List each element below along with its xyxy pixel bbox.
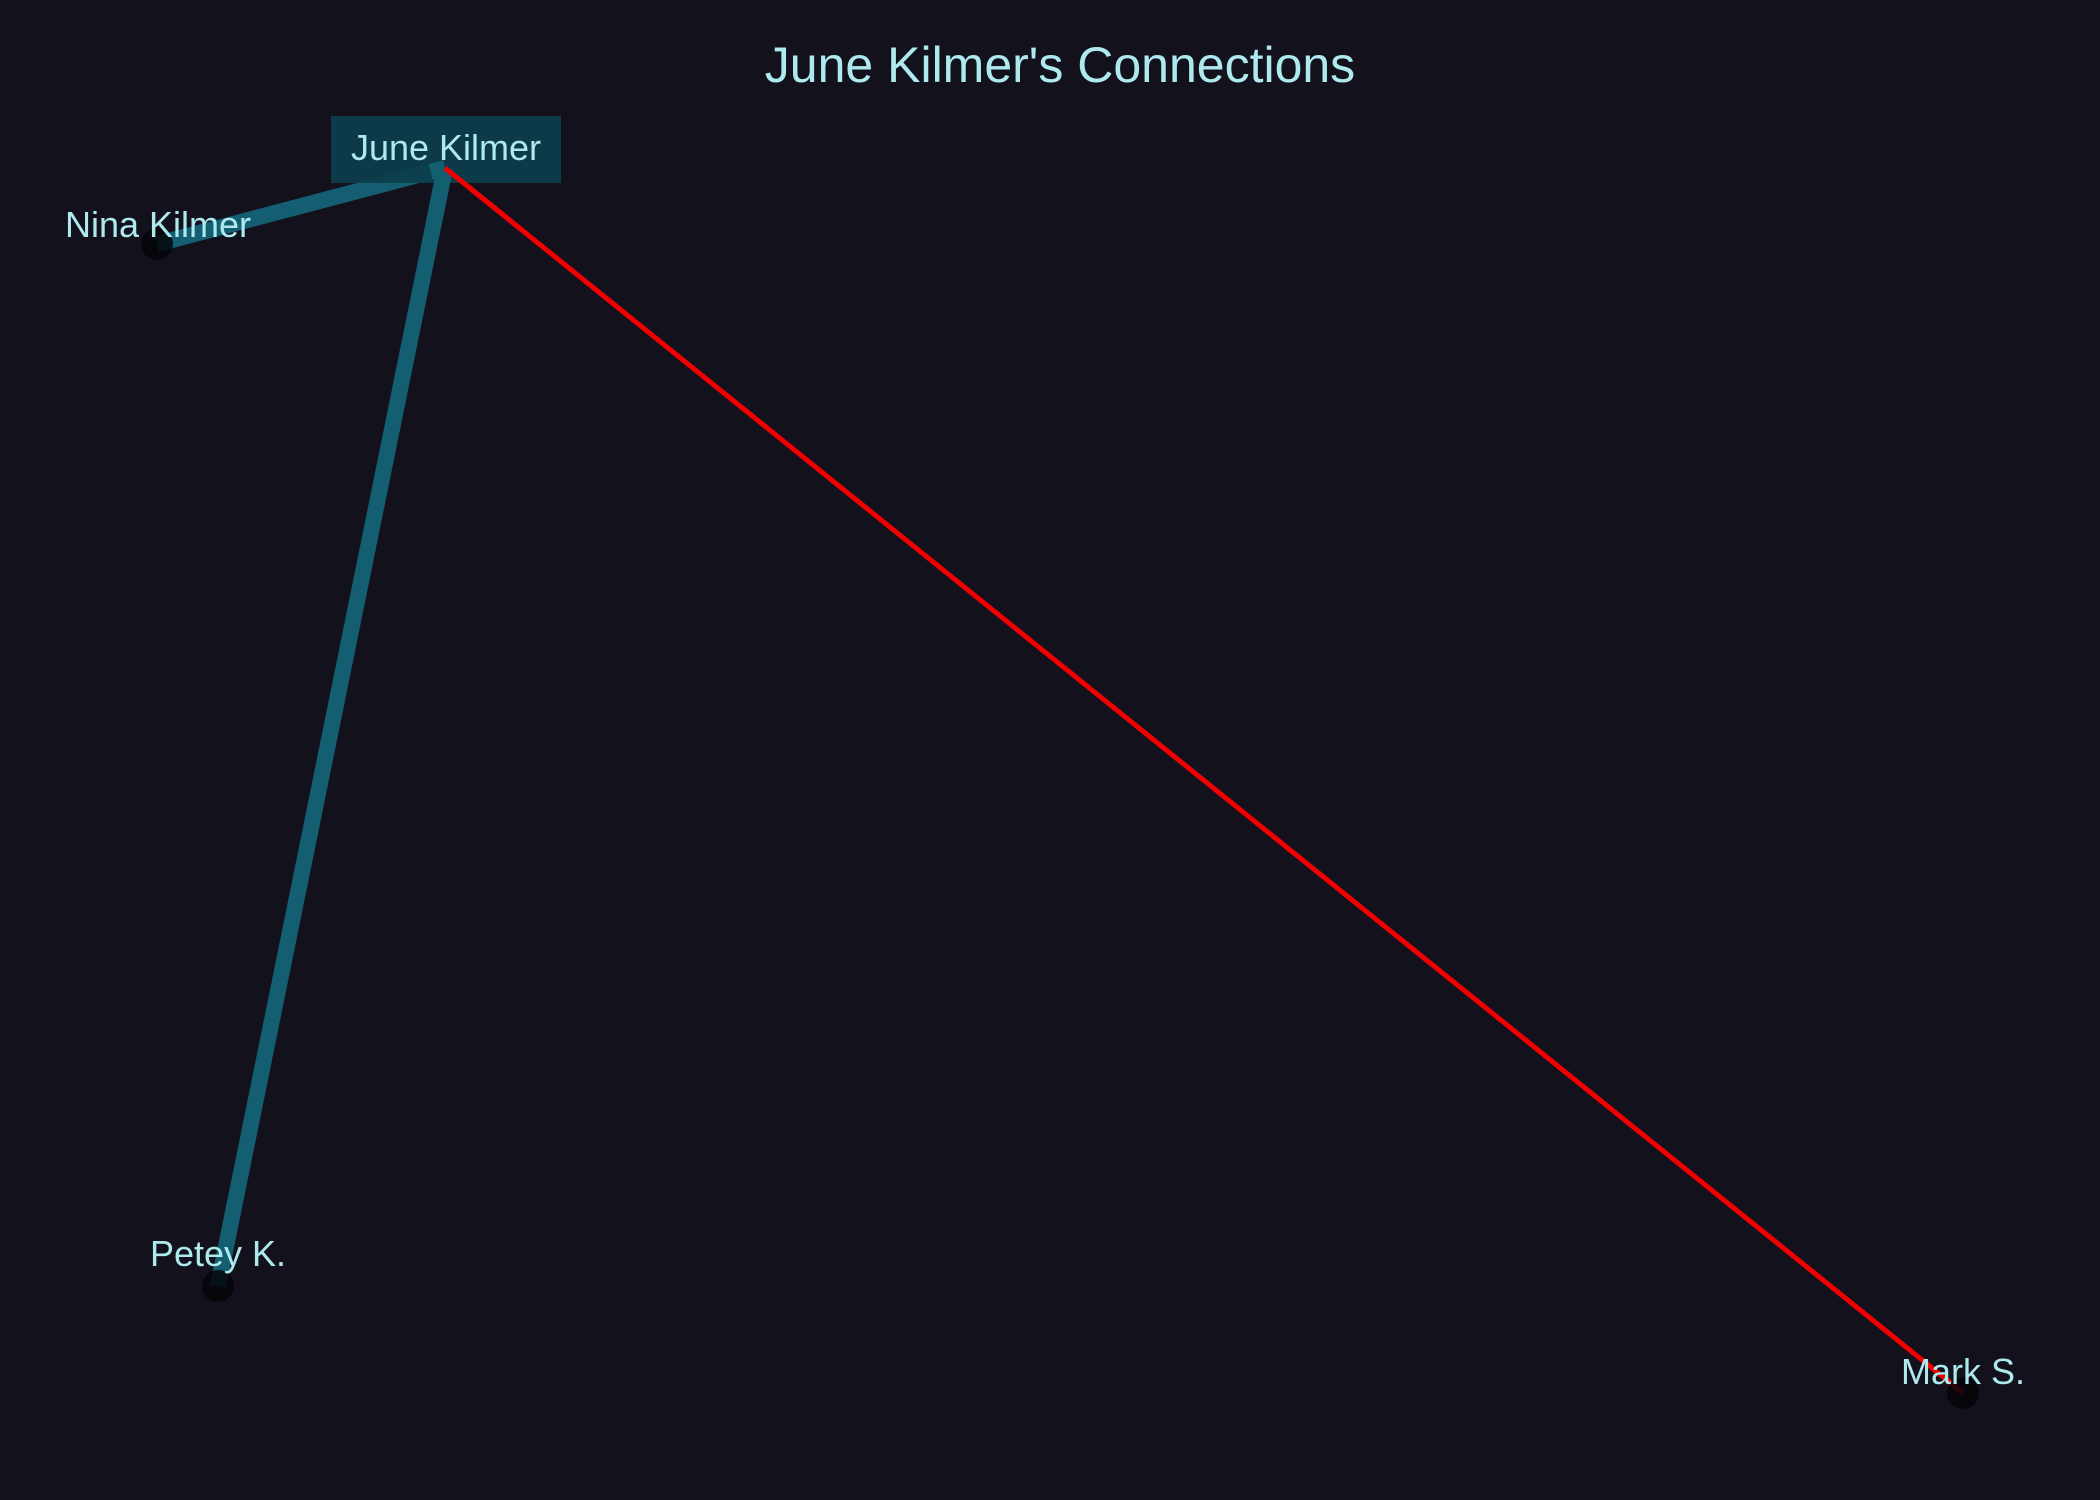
node-petey[interactable]: Petey K. xyxy=(150,1233,286,1302)
graph-title: June Kilmer's Connections xyxy=(764,37,1356,93)
nodes-layer: Nina Kilmer Petey K. Mark S. June Kilmer xyxy=(65,116,2025,1409)
node-label: June Kilmer xyxy=(351,127,541,168)
node-dot xyxy=(1947,1377,1979,1409)
edge-june-petey xyxy=(210,166,453,1288)
edge-june-mark xyxy=(443,166,1965,1395)
edge-overlay-petey xyxy=(425,166,453,226)
node-mark[interactable]: Mark S. xyxy=(1901,1351,2025,1409)
node-dot xyxy=(202,1270,234,1302)
node-label: Mark S. xyxy=(1901,1351,2025,1392)
edge-overlay-mark xyxy=(443,166,523,232)
node-nina[interactable]: Nina Kilmer xyxy=(65,204,251,260)
node-label: Nina Kilmer xyxy=(65,204,251,245)
node-dot xyxy=(141,228,173,260)
edges-layer xyxy=(154,160,1965,1395)
node-label: Petey K. xyxy=(150,1233,286,1274)
